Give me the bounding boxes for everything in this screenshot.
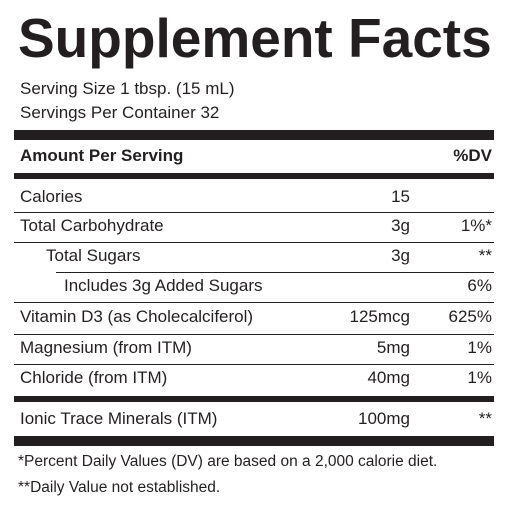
nutrient-name: Calories (20, 187, 83, 206)
thick-divider-top (14, 130, 494, 140)
table-row-ionic-trace-minerals: Ionic Trace Minerals (ITM) 100mg ** (20, 406, 492, 432)
medium-divider-lower (14, 396, 494, 402)
table-row-magnesium: Magnesium (from ITM) 5mg 1% (20, 335, 492, 361)
table-row-total-carbohydrate: Total Carbohydrate 3g 1%* (20, 213, 492, 239)
footnote-not-established: **Daily Value not established. (18, 479, 221, 496)
nutrient-dv: 1%* (460, 216, 492, 235)
nutrient-dv: 1% (467, 368, 492, 387)
nutrient-amount: 15 (391, 187, 410, 206)
thick-divider-bottom (14, 436, 494, 446)
footnote-dv: *Percent Daily Values (DV) are based on … (18, 453, 438, 470)
table-row-added-sugars: Includes 3g Added Sugars 6% (20, 273, 492, 299)
nutrient-dv: ** (478, 409, 492, 428)
row-divider (14, 364, 494, 365)
table-row-calories: Calories 15 (20, 184, 492, 210)
row-divider (14, 212, 494, 213)
row-divider (14, 334, 494, 335)
row-divider (14, 242, 494, 243)
table-header-row: Amount Per Serving %DV (20, 143, 492, 169)
nutrient-amount: 3g (391, 216, 410, 235)
nutrient-amount: 40mg (367, 368, 410, 387)
nutrient-name: Ionic Trace Minerals (ITM) (20, 409, 218, 428)
servings-per-container: Servings Per Container 32 (20, 103, 220, 122)
row-divider (14, 302, 494, 303)
nutrient-dv: 625% (448, 307, 492, 326)
nutrient-dv: ** (478, 246, 492, 265)
nutrient-name: Vitamin D3 (as Cholecalciferol) (20, 307, 254, 326)
table-row-chloride: Chloride (from ITM) 40mg 1% (20, 365, 492, 391)
nutrient-name: Total Carbohydrate (20, 216, 164, 235)
label-title: Supplement Facts (18, 7, 492, 69)
serving-size: Serving Size 1 tbsp. (15 mL) (20, 79, 235, 98)
nutrient-amount: 5mg (376, 338, 410, 357)
nutrient-name: Chloride (from ITM) (20, 368, 168, 387)
nutrient-name: Includes 3g Added Sugars (64, 276, 263, 295)
medium-divider (14, 173, 494, 179)
nutrient-amount: 3g (391, 246, 410, 265)
nutrient-dv: 6% (467, 276, 492, 295)
nutrient-amount: 100mg (358, 409, 410, 428)
table-row-vitamin-d3: Vitamin D3 (as Cholecalciferol) 125mcg 6… (20, 304, 492, 330)
row-divider (56, 272, 494, 273)
dv-header: %DV (453, 146, 492, 165)
nutrient-amount: 125mcg (349, 307, 410, 326)
amount-per-serving-header: Amount Per Serving (20, 146, 184, 165)
nutrient-dv: 1% (467, 338, 492, 357)
table-row-total-sugars: Total Sugars 3g ** (20, 243, 492, 269)
nutrient-name: Magnesium (from ITM) (20, 338, 192, 357)
nutrient-name: Total Sugars (46, 246, 141, 265)
